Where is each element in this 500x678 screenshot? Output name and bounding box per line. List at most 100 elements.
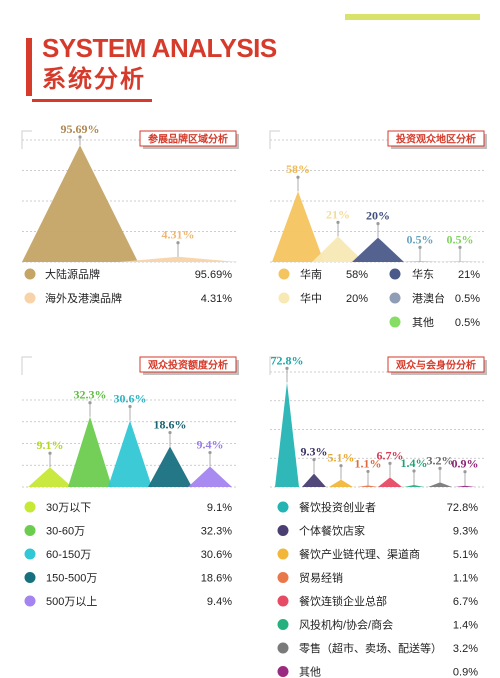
legend-value: 21% <box>458 269 480 281</box>
leader-dot <box>128 404 132 409</box>
triangle-mark <box>329 479 353 487</box>
leader-dot <box>285 366 289 370</box>
leader-dot <box>418 245 422 249</box>
leader-dot <box>312 458 316 462</box>
legend-swatch <box>24 501 36 513</box>
legend-swatch <box>277 501 289 513</box>
legend-value: 3.2% <box>453 643 478 655</box>
panel-corner <box>21 130 32 149</box>
panel-title: 投资观众地区分析 <box>396 133 476 146</box>
triangle-mark <box>438 261 482 262</box>
value-label: 20% <box>366 209 390 223</box>
value-label: 18.6% <box>154 418 187 432</box>
legend-value: 9.3% <box>453 526 478 538</box>
value-label: 30.6% <box>114 391 147 405</box>
value-label: 6.7% <box>377 448 404 462</box>
legend-value: 1.1% <box>453 573 478 585</box>
leader-dot <box>78 135 82 139</box>
leader-dot <box>176 241 180 245</box>
legend-swatch <box>24 572 36 583</box>
legend-label: 贸易经销 <box>299 571 343 585</box>
value-label: 0.5% <box>407 232 434 246</box>
legend-label: 华南 <box>300 267 322 281</box>
page-subtitle: 系统分析 <box>42 66 146 93</box>
legend-swatch <box>24 268 36 280</box>
legend-label: 30-60万 <box>46 526 85 538</box>
legend-label: 华中 <box>300 291 322 305</box>
legend-label: 华东 <box>412 267 434 281</box>
panel-corner <box>269 130 280 149</box>
leader-dot <box>208 450 212 455</box>
legend-label: 500万以上 <box>46 595 97 608</box>
leader-dot <box>438 466 442 470</box>
value-label: 9.4% <box>197 438 224 452</box>
legend-swatch <box>24 548 36 560</box>
legend-label: 海外及港澳品牌 <box>45 291 122 305</box>
panel-title: 参展品牌区域分析 <box>148 133 228 146</box>
leader-dot <box>388 461 392 465</box>
triangle-mark <box>272 191 324 262</box>
legend-value: 72.8% <box>447 502 478 514</box>
legend-value: 6.7% <box>453 596 478 608</box>
page-title: SYSTEM ANALYSIS <box>42 33 277 63</box>
legend-label: 150-500万 <box>46 573 97 585</box>
legend-value: 0.5% <box>455 317 480 329</box>
legend-value: 32.3% <box>201 526 232 538</box>
panel-corner <box>269 356 280 375</box>
legend-swatch <box>24 292 36 304</box>
legend-value: 0.5% <box>455 293 480 305</box>
value-label: 0.5% <box>447 232 474 246</box>
value-label: 1.1% <box>355 456 382 470</box>
value-label: 21% <box>326 207 350 221</box>
triangle-mark <box>28 467 72 487</box>
top-accent-bar <box>345 14 480 20</box>
legend-label: 其他 <box>299 666 321 678</box>
value-label: 5.1% <box>328 451 355 465</box>
legend-value: 9.1% <box>207 502 232 514</box>
legend-value: 9.4% <box>207 596 232 608</box>
value-label: 95.69% <box>61 122 100 136</box>
panel-title: 观众与会身份分析 <box>396 359 476 372</box>
legend-swatch <box>277 666 289 677</box>
triangle-mark <box>22 145 138 262</box>
legend-label: 餐饮投资创业者 <box>299 500 376 514</box>
value-label: 9.3% <box>301 445 328 459</box>
legend-swatch <box>278 268 290 280</box>
leader-dot <box>339 464 343 468</box>
legend-label: 餐饮产业链代理、渠道商 <box>299 547 420 561</box>
legend-label: 60-150万 <box>46 549 91 561</box>
value-label: 9.1% <box>37 438 64 452</box>
value-label: 0.9% <box>452 457 479 471</box>
legend-value: 20% <box>346 293 368 305</box>
legend-label: 大陆源品牌 <box>45 267 100 281</box>
legend-label: 餐饮连锁企业总部 <box>299 594 387 608</box>
legend-swatch <box>24 595 36 607</box>
legend-swatch <box>277 572 289 583</box>
value-label: 72.8% <box>271 353 304 367</box>
triangle-mark <box>404 484 424 487</box>
legend-value: 0.9% <box>453 667 478 678</box>
triangle-mark <box>358 485 378 487</box>
triangle-mark <box>108 420 152 487</box>
triangle-mark <box>378 477 402 487</box>
triangle-mark <box>148 446 192 487</box>
value-label: 1.4% <box>401 456 428 470</box>
legend-label: 零售（超市、卖场、配送等） <box>299 641 442 655</box>
leader-dot <box>296 175 300 179</box>
leader-dot <box>366 469 370 474</box>
triangle-mark <box>312 236 364 262</box>
triangle-mark <box>398 261 442 262</box>
triangle-mark <box>188 466 232 487</box>
legend-swatch <box>277 619 289 630</box>
legend-label: 其他 <box>412 316 434 329</box>
legend-value: 58% <box>346 269 368 281</box>
legend-swatch <box>389 292 401 304</box>
legend-swatch <box>389 268 401 280</box>
panel-title: 观众投资额度分析 <box>148 359 228 372</box>
value-label: 3.2% <box>427 453 454 467</box>
leader-dot <box>48 451 52 455</box>
value-label: 4.31% <box>162 228 195 242</box>
legend-swatch <box>389 316 401 328</box>
legend-swatch <box>277 595 289 607</box>
